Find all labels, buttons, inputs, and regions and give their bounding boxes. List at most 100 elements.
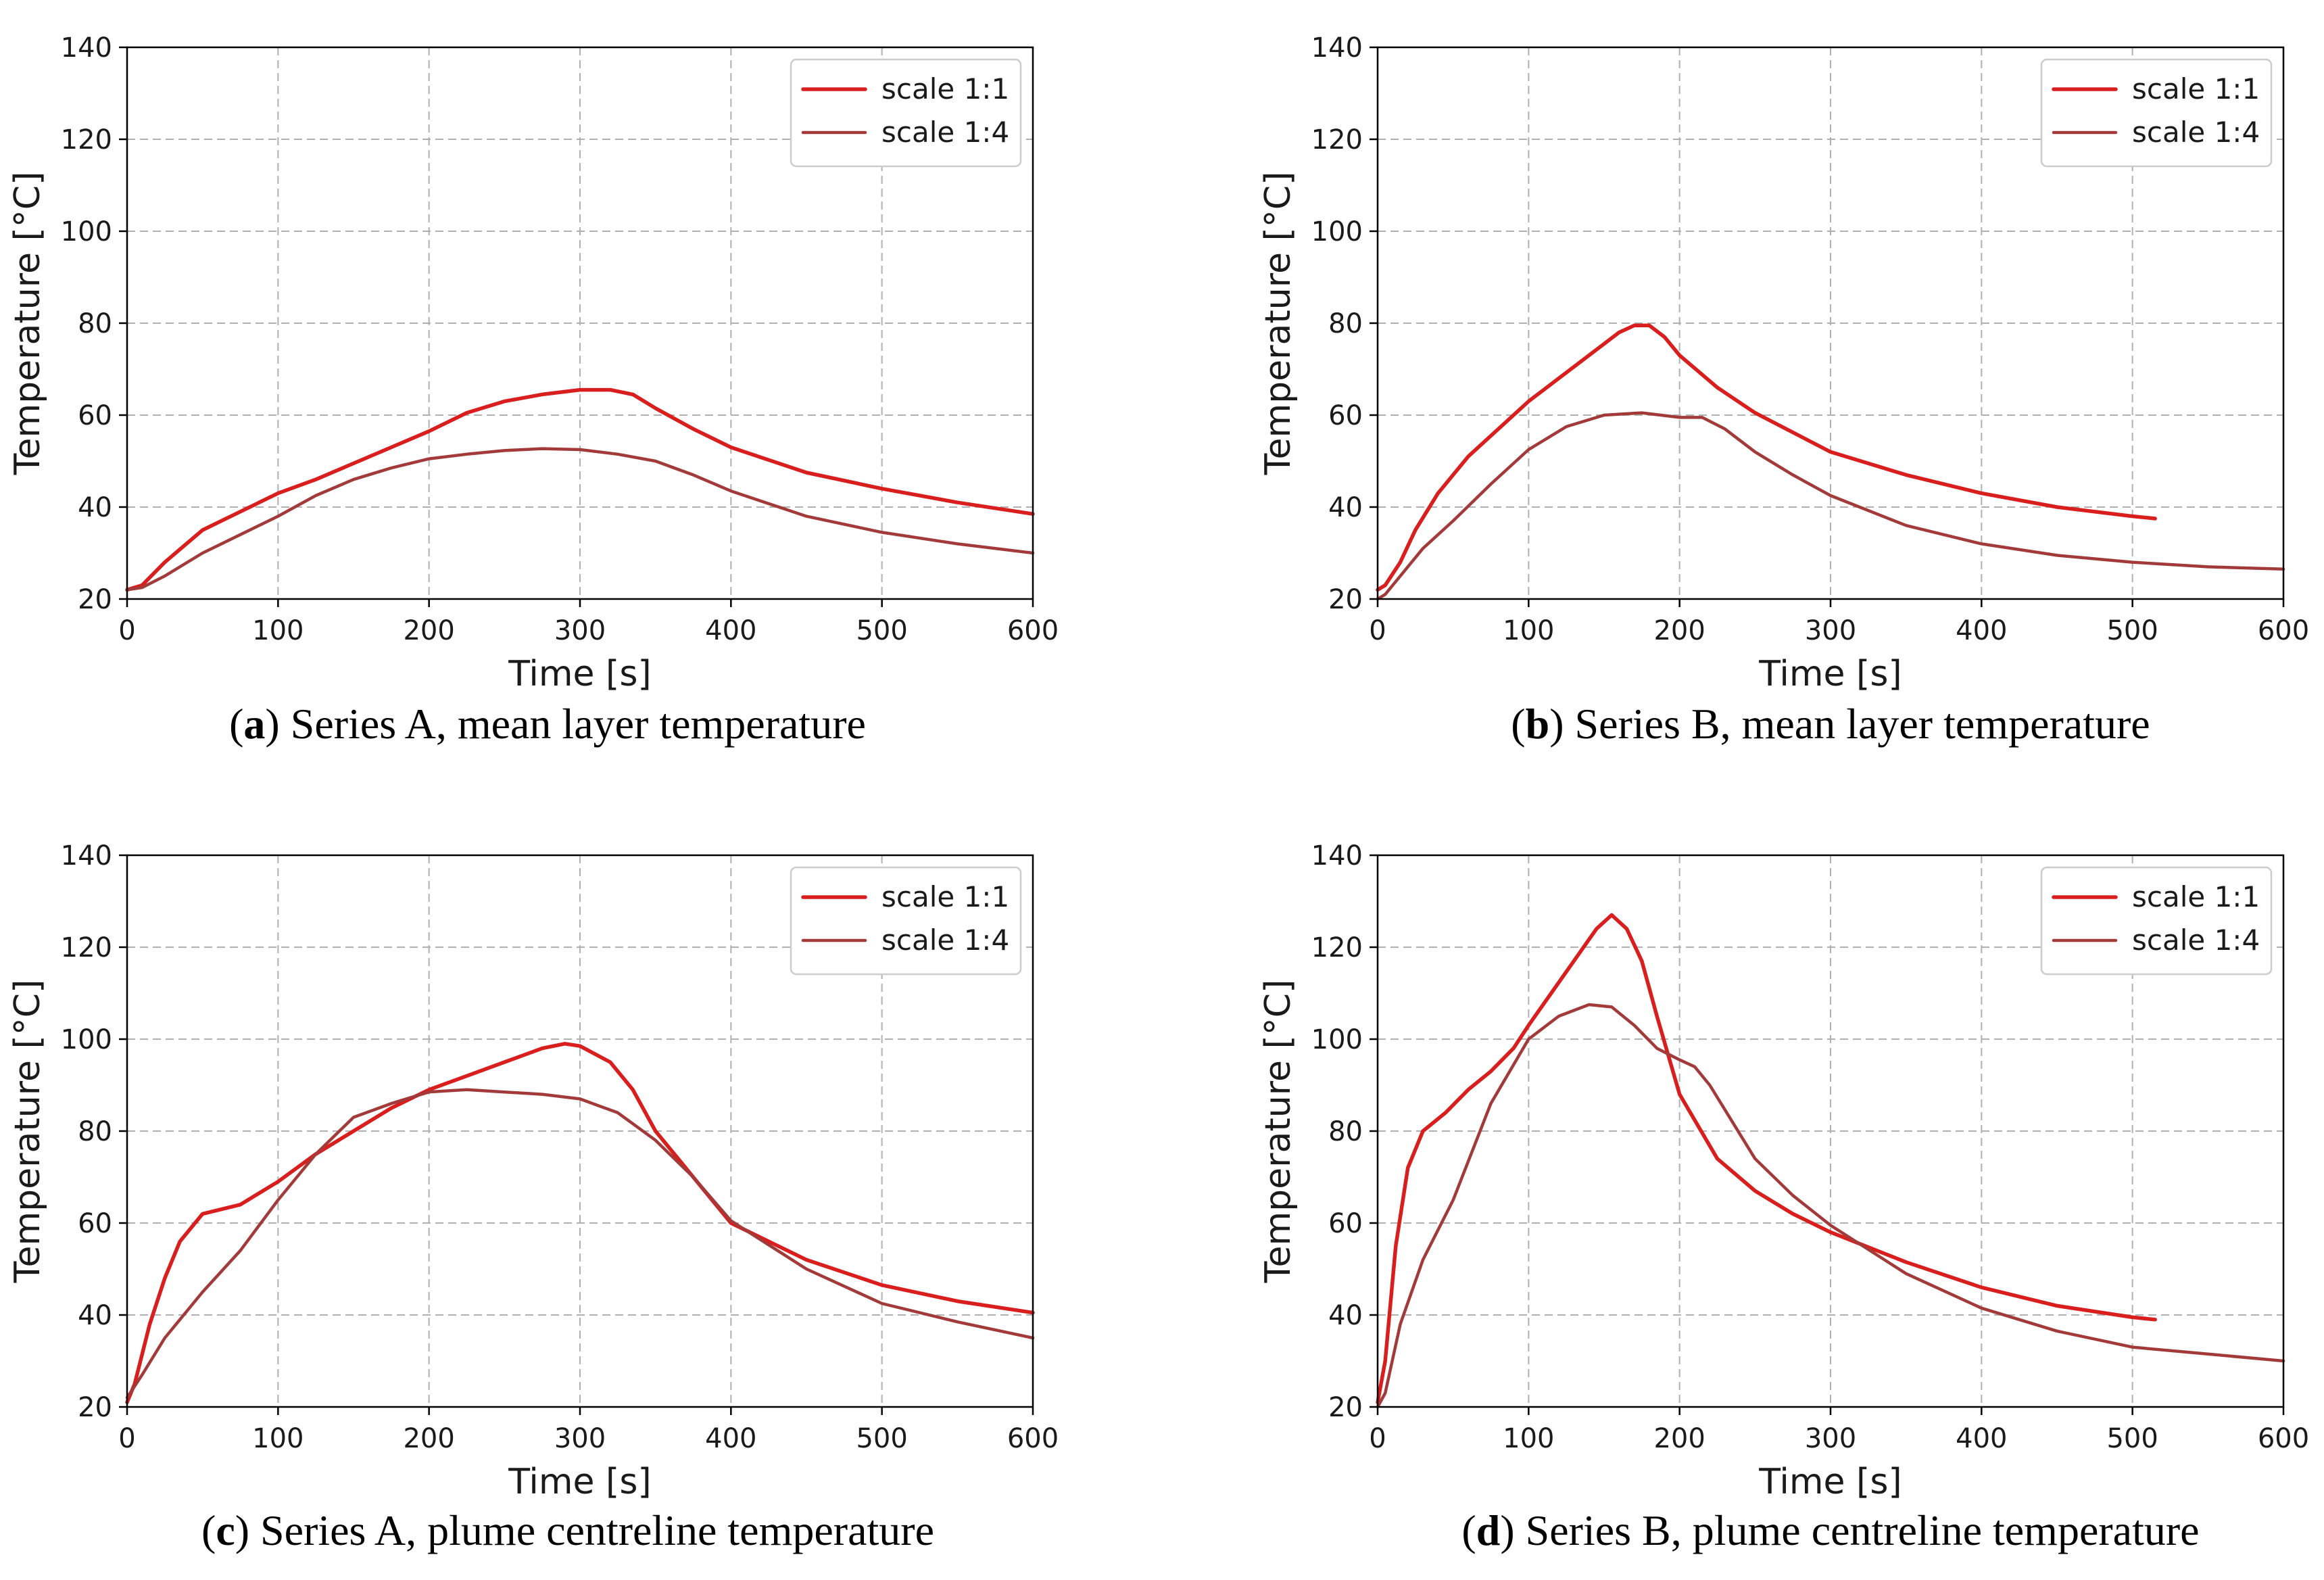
y-tick-label-a-6: 140 [61,32,112,64]
x-tick-label-d-3: 300 [1805,1423,1856,1454]
y-tick-label-b-2: 60 [1328,400,1363,431]
x-axis-label-a: Time [s] [508,654,651,694]
x-tick-label-d-1: 100 [1503,1423,1554,1454]
x-tick-label-c-2: 200 [403,1423,454,1454]
series-line-a-scale-1-4 [125,447,1035,592]
y-axis-label-b: Temperature [°C] [1258,172,1299,476]
y-axis-label-c: Temperature [°C] [7,980,48,1284]
caption-open-paren: ( [201,1506,216,1554]
x-tick-label-a-1: 100 [252,615,304,646]
x-tick-label-a-6: 600 [1007,615,1059,646]
y-tick-label-a-2: 60 [78,400,112,431]
y-tick-label-a-5: 120 [61,124,112,155]
y-tick-label-d-1: 40 [1328,1300,1363,1331]
caption-text-c: ) Series A, plume centreline temperature [235,1506,934,1554]
y-tick-label-d-4: 100 [1311,1024,1363,1055]
x-axis-label-b: Time [s] [1758,654,1902,694]
caption-open-paren: ( [1461,1506,1476,1554]
legend-label-c-0: scale 1:1 [881,880,1009,913]
x-tick-label-a-0: 0 [118,615,135,646]
chart-panel-c: 0 100 200 300 400 500 600 20 40 60 80 100 120 140 Time… [7,840,1059,1502]
series-line-b-scale-1-1 [1376,323,2157,592]
x-tick-label-d-6: 600 [2258,1423,2309,1454]
x-tick-label-d-2: 200 [1653,1423,1705,1454]
legend-box-a [790,58,1022,168]
legend-label-b-0: scale 1:1 [2132,72,2260,105]
y-tick-label-b-6: 140 [1311,32,1363,64]
legend-d: scale 1:1 scale 1:4 [2040,866,2273,976]
x-tick-label-d-5: 500 [2106,1423,2158,1454]
y-tick-label-b-5: 120 [1311,124,1363,155]
x-tick-label-c-1: 100 [252,1423,304,1454]
caption-d: (d) Series B, plume centreline temperatu… [1461,1506,2199,1554]
x-tick-label-c-6: 600 [1007,1423,1059,1454]
x-tick-label-b-3: 300 [1805,615,1856,646]
caption-open-paren: ( [229,700,243,748]
series-line-b-scale-1-4 [1376,411,2285,601]
legend-a: scale 1:1 scale 1:4 [790,58,1022,168]
legend-label-a-0: scale 1:1 [881,72,1009,105]
x-tick-label-d-0: 0 [1369,1423,1386,1454]
caption-c: (c) Series A, plume centreline temperatu… [201,1506,934,1554]
caption-letter-a: a [243,700,265,748]
x-tick-label-b-0: 0 [1369,615,1386,646]
x-tick-label-b-1: 100 [1503,615,1554,646]
x-tick-label-b-4: 400 [1956,615,2007,646]
x-tick-label-d-4: 400 [1956,1423,2007,1454]
y-tick-label-d-0: 20 [1328,1392,1363,1423]
y-tick-label-c-2: 60 [78,1208,112,1239]
y-tick-label-b-1: 40 [1328,492,1363,523]
caption-text-d: ) Series B, plume centreline temperature [1500,1506,2199,1554]
x-tick-label-c-3: 300 [554,1423,606,1454]
caption-letter-b: b [1526,700,1550,748]
series-line-d-scale-1-1 [1376,913,2157,1404]
y-axis-label-a: Temperature [°C] [7,172,48,476]
y-tick-label-d-6: 140 [1311,840,1363,871]
x-axis-label-d: Time [s] [1758,1462,1902,1502]
y-tick-label-b-4: 100 [1311,216,1363,247]
caption-text-a: ) Series A, mean layer temperature [265,700,866,748]
x-tick-label-a-4: 400 [705,615,756,646]
y-tick-label-a-3: 80 [78,308,112,339]
legend-label-a-1: scale 1:4 [881,116,1009,149]
x-tick-label-c-0: 0 [118,1423,135,1454]
y-tick-label-a-0: 20 [78,584,112,615]
legend-box-c [790,866,1022,976]
legend-b: scale 1:1 scale 1:4 [2040,58,2273,168]
y-tick-label-d-2: 60 [1328,1208,1363,1239]
y-axis-label-d: Temperature [°C] [1258,980,1299,1284]
legend-label-d-1: scale 1:4 [2132,924,2260,957]
legend-c: scale 1:1 scale 1:4 [790,866,1022,976]
x-tick-label-a-2: 200 [403,615,454,646]
y-tick-label-b-3: 80 [1328,308,1363,339]
legend-label-c-1: scale 1:4 [881,924,1009,957]
x-tick-label-b-2: 200 [1653,615,1705,646]
y-tick-label-c-5: 120 [61,932,112,963]
y-tick-label-c-6: 140 [61,840,112,871]
caption-a: (a) Series A, mean layer temperature [229,700,866,748]
chart-panel-b: 0 100 200 300 400 500 600 20 40 60 80 100 120 140 Time… [1258,32,2309,694]
y-tick-label-a-1: 40 [78,492,112,523]
chart-panel-a: 0 100 200 300 400 500 600 20 40 60 80 100 120 140 Time… [7,32,1059,694]
legend-box-b [2040,58,2273,168]
series-line-c-scale-1-4 [125,1088,1035,1399]
caption-open-paren: ( [1511,700,1525,748]
series-line-d-scale-1-4 [1376,1003,2285,1409]
x-tick-label-c-5: 500 [856,1423,907,1454]
caption-letter-c: c [216,1506,235,1554]
caption-letter-d: d [1476,1506,1501,1554]
x-tick-label-b-6: 600 [2258,615,2309,646]
y-tick-label-d-5: 120 [1311,932,1363,963]
x-tick-label-b-5: 500 [2106,615,2158,646]
chart-panel-d: 0 100 200 300 400 500 600 20 40 60 80 100 120 140 Time… [1258,840,2309,1502]
y-tick-label-c-0: 20 [78,1392,112,1423]
y-tick-label-b-0: 20 [1328,584,1363,615]
x-tick-label-a-5: 500 [856,615,907,646]
x-axis-label-c: Time [s] [508,1462,651,1502]
series-line-a-scale-1-1 [125,387,1035,592]
y-tick-label-c-1: 40 [78,1300,112,1331]
x-tick-label-c-4: 400 [705,1423,756,1454]
y-tick-label-c-3: 80 [78,1116,112,1147]
legend-label-d-0: scale 1:1 [2132,880,2260,913]
